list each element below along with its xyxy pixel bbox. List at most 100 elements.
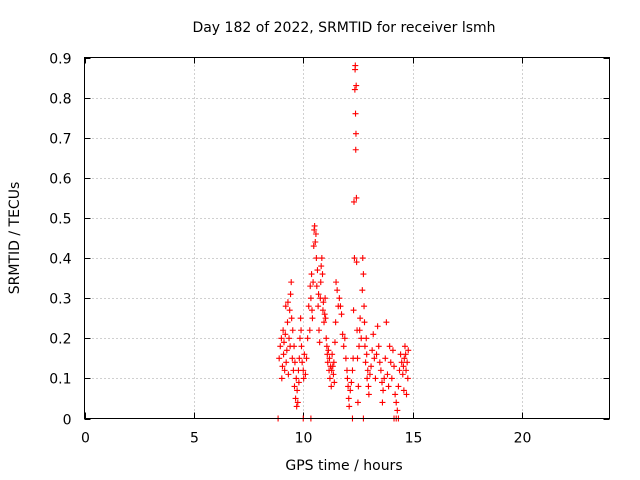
grid-lines	[84, 57, 610, 419]
data-point	[283, 347, 290, 354]
data-point	[344, 375, 351, 382]
data-point	[400, 363, 407, 370]
data-point	[402, 351, 409, 358]
data-point	[289, 355, 296, 362]
data-point	[353, 194, 360, 201]
data-point	[282, 303, 289, 310]
data-point	[389, 347, 396, 354]
data-point	[386, 343, 393, 350]
data-point	[307, 283, 314, 290]
data-point	[379, 379, 385, 386]
data-point	[308, 271, 315, 278]
data-point	[392, 391, 399, 398]
data-point	[371, 355, 378, 362]
data-point	[369, 347, 376, 354]
data-point	[380, 387, 387, 394]
data-point	[325, 347, 332, 354]
data-point	[387, 359, 394, 366]
data-point	[286, 307, 293, 314]
data-point	[300, 367, 307, 374]
data-point	[280, 351, 287, 358]
data-point	[279, 363, 286, 370]
data-point	[299, 359, 306, 366]
data-point	[315, 291, 322, 298]
x-axis-ticks: 0 5 10 15 20	[81, 57, 531, 447]
data-point	[305, 303, 312, 310]
data-point	[330, 359, 337, 366]
data-point	[393, 399, 400, 406]
data-point	[404, 359, 411, 366]
data-point	[358, 335, 365, 342]
data-point	[292, 395, 299, 402]
data-point	[339, 331, 346, 338]
data-point	[344, 367, 350, 374]
data-point	[355, 383, 362, 390]
data-point	[342, 355, 349, 362]
data-point	[405, 347, 412, 354]
data-point	[363, 335, 370, 342]
data-point	[315, 303, 322, 310]
data-point	[277, 343, 284, 350]
data-point	[354, 355, 361, 362]
data-point	[381, 375, 388, 382]
data-point	[353, 82, 360, 89]
data-point	[284, 319, 291, 326]
data-point	[385, 383, 392, 390]
data-point	[321, 319, 328, 326]
data-point	[320, 299, 327, 306]
data-point	[304, 335, 311, 342]
y-tick-label: 0.8	[49, 92, 71, 108]
data-point	[365, 391, 372, 398]
data-point	[356, 327, 363, 334]
data-point	[328, 367, 335, 374]
x-tick-label: 10	[295, 431, 313, 447]
data-point	[295, 379, 302, 386]
data-point	[352, 110, 359, 117]
data-point	[373, 351, 380, 358]
data-point	[323, 343, 330, 350]
data-point	[312, 239, 319, 246]
data-point	[361, 343, 368, 350]
data-point	[276, 355, 283, 362]
data-point	[293, 403, 300, 410]
data-point	[363, 351, 370, 358]
data-point	[331, 339, 338, 346]
data-point	[362, 359, 369, 366]
data-point	[399, 371, 406, 378]
x-tick-label: 0	[81, 431, 90, 447]
y-axis-label: SRMTID / TECUs	[7, 182, 23, 295]
data-point	[296, 355, 303, 362]
y-axis-ticks: 0 0.1 0.2 0.3 0.4 0.5 0.6 0.7 0.8 0.9	[49, 52, 610, 429]
data-point	[322, 315, 329, 322]
data-point	[374, 323, 381, 330]
data-point	[400, 387, 407, 394]
data-point	[278, 335, 285, 342]
data-point	[306, 327, 313, 334]
data-point	[366, 371, 373, 378]
data-point	[296, 335, 303, 342]
data-point	[348, 379, 355, 386]
data-point	[291, 359, 298, 366]
y-tick-label: 0.9	[49, 52, 71, 68]
data-point	[328, 383, 335, 390]
data-point	[280, 327, 287, 334]
data-point	[326, 355, 333, 362]
data-point	[394, 407, 401, 414]
x-tick-label: 5	[190, 431, 199, 447]
data-point	[298, 327, 305, 334]
y-tick-label: 0.2	[49, 332, 71, 348]
data-point	[303, 355, 310, 362]
x-tick-label: 15	[405, 431, 423, 447]
data-point	[298, 343, 305, 350]
data-point	[346, 403, 353, 410]
data-point	[313, 255, 320, 262]
data-point	[286, 335, 293, 342]
data-point	[329, 351, 336, 358]
data-point	[316, 339, 323, 346]
data-point	[323, 335, 330, 342]
data-point	[312, 230, 319, 237]
data-point	[350, 307, 357, 314]
data-point	[401, 355, 408, 362]
data-point	[329, 363, 336, 370]
